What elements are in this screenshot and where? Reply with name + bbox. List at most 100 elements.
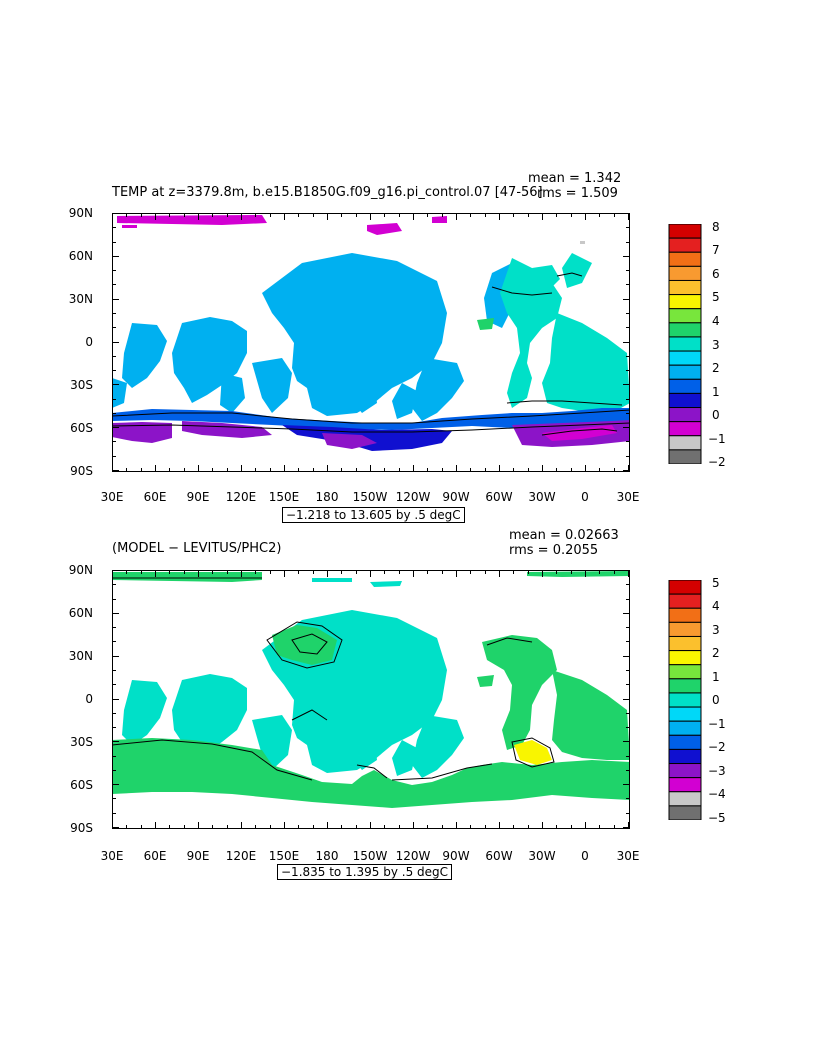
panel-1-colorbar-swatch <box>668 364 702 380</box>
panel-1-mean: mean = 1.342 <box>528 171 622 186</box>
panel-1-tick-mark <box>626 227 630 229</box>
panel-2-colorbar-label: 2 <box>712 646 720 660</box>
panel-2-tick-mark <box>456 822 457 829</box>
panel-2-colorbar-swatch <box>668 678 702 694</box>
panel-2-tick-mark <box>169 825 171 829</box>
panel-2-tick-mark <box>628 570 629 577</box>
panel-1-tick-mark <box>623 213 630 214</box>
panel-1-tick-mark <box>470 468 472 472</box>
panel-1-tick-mark <box>456 465 457 472</box>
panel-2-lon-tick: 150E <box>268 849 300 863</box>
panel-2-lon-tick: 30W <box>528 849 556 863</box>
panel-1-colorbar-swatch <box>668 294 702 310</box>
panel-1-colorbar-label: 5 <box>712 290 720 304</box>
panel-1-tick-mark <box>126 468 128 472</box>
panel-2-tick-mark <box>398 825 400 829</box>
panel-1-tick-mark <box>585 213 586 220</box>
panel-1-colorbar-swatch <box>668 435 702 451</box>
panel-1-frame <box>112 213 630 472</box>
panel-2-tick-mark <box>456 570 457 577</box>
panel-1-arctic-fill <box>117 215 447 235</box>
panel-2-tick-mark <box>626 669 630 671</box>
panel-1-tick-mark <box>112 213 113 220</box>
panel-1-lon-tick: 30E <box>616 490 640 504</box>
panel-1-colorbar-label: 3 <box>712 338 720 352</box>
panel-1-tick-mark <box>112 412 116 414</box>
panel-1-tick-mark <box>484 213 486 217</box>
panel-1-tick-mark <box>112 355 116 357</box>
panel-2-tick-mark <box>112 612 119 614</box>
panel-1-colorbar-swatch <box>668 279 702 296</box>
panel-1-tick-mark <box>623 384 630 386</box>
panel-1-contours <box>112 272 630 436</box>
panel-1-tick-mark <box>112 470 119 471</box>
panel-2-tick-mark <box>112 712 116 714</box>
panel-1-tick-mark <box>626 327 630 329</box>
panel-1-tick-mark <box>585 465 586 472</box>
panel-1-lon-tick: 30E <box>100 490 124 504</box>
panel-2-tick-mark <box>384 825 386 829</box>
panel-2-colorbar-label: 3 <box>712 623 720 637</box>
panel-2-colorbar-swatch <box>668 777 702 793</box>
panel-1-tick-mark <box>241 213 242 220</box>
panel-1-tick-mark <box>623 470 630 471</box>
panel-2-tick-mark <box>112 641 116 643</box>
panel-2-tick-mark <box>599 825 601 829</box>
panel-1-tick-mark <box>599 468 601 472</box>
panel-2-tick-mark <box>169 570 171 574</box>
panel-1-lon-tick: 150W <box>352 490 388 504</box>
panel-1-tick-mark <box>626 412 630 414</box>
panel-2-colorbar-swatch <box>668 607 702 623</box>
panel-2-colorbar-label: 0 <box>712 693 720 707</box>
panel-1-tick-mark <box>513 468 515 472</box>
panel-2-tick-mark <box>112 727 116 729</box>
panel-1-lon-tick: 120W <box>395 490 431 504</box>
panel-1-colorbar-swatch <box>668 392 702 409</box>
panel-2-tick-mark <box>226 570 228 574</box>
panel-2-colorbar-label: −4 <box>708 787 726 801</box>
panel-1-tick-mark <box>112 227 116 229</box>
panel-2-lon-tick: 60E <box>143 849 167 863</box>
panel-2-lon-tick: 150W <box>352 849 388 863</box>
panel-2-tick-mark <box>183 570 185 574</box>
panel-2-tick-mark <box>312 570 314 574</box>
panel-2-colorbar-swatch <box>668 664 702 680</box>
panel-1-tick-mark <box>384 468 386 472</box>
panel-2-tick-mark <box>370 570 371 577</box>
panel-2-tick-mark <box>298 570 300 574</box>
panel-1-tick-mark <box>112 441 116 443</box>
panel-2-tick-mark <box>212 570 214 574</box>
panel-1-tick-mark <box>284 465 285 472</box>
panel-2-tick-mark <box>269 570 271 574</box>
panel-1-tick-mark <box>628 213 629 220</box>
panel-2-colorbar-swatch <box>668 650 702 666</box>
panel-1-colorbar <box>668 224 702 464</box>
panel-2-tick-mark <box>626 684 630 686</box>
panel-1-tick-mark <box>623 298 630 300</box>
panel-2-tick-mark <box>427 570 429 574</box>
panel-2-tick-mark <box>126 570 128 574</box>
panel-2-colorbar-swatch <box>668 748 702 765</box>
panel-2-colorbar-swatch <box>668 706 702 722</box>
panel-1-tick-mark <box>255 213 257 217</box>
panel-2-tick-mark <box>527 825 529 829</box>
panel-2-lon-tick: 120W <box>395 849 431 863</box>
panel-1-tick-mark <box>626 270 630 272</box>
panel-2-tick-mark <box>470 825 472 829</box>
panel-2-lat-tick: 90S <box>70 821 93 835</box>
panel-1-tick-mark <box>298 468 300 472</box>
panel-2-tick-mark <box>623 784 630 786</box>
panel-1-tick-mark <box>355 468 357 472</box>
panel-2-tick-mark <box>155 570 156 577</box>
panel-1-colorbar-label: 0 <box>712 408 720 422</box>
panel-1-tick-mark <box>626 312 630 314</box>
panel-1-tick-mark <box>126 213 128 217</box>
panel-2-contours <box>112 577 555 781</box>
panel-2-tick-mark <box>570 825 572 829</box>
panel-1-tick-mark <box>613 468 615 472</box>
panel-1-colorbar-label: 8 <box>712 220 720 234</box>
panel-1-tick-mark <box>556 468 558 472</box>
panel-2-lat-tick: 0 <box>85 692 93 706</box>
panel-1-tick-mark <box>112 427 119 429</box>
panel-2-mean: mean = 0.02663 <box>509 528 619 543</box>
